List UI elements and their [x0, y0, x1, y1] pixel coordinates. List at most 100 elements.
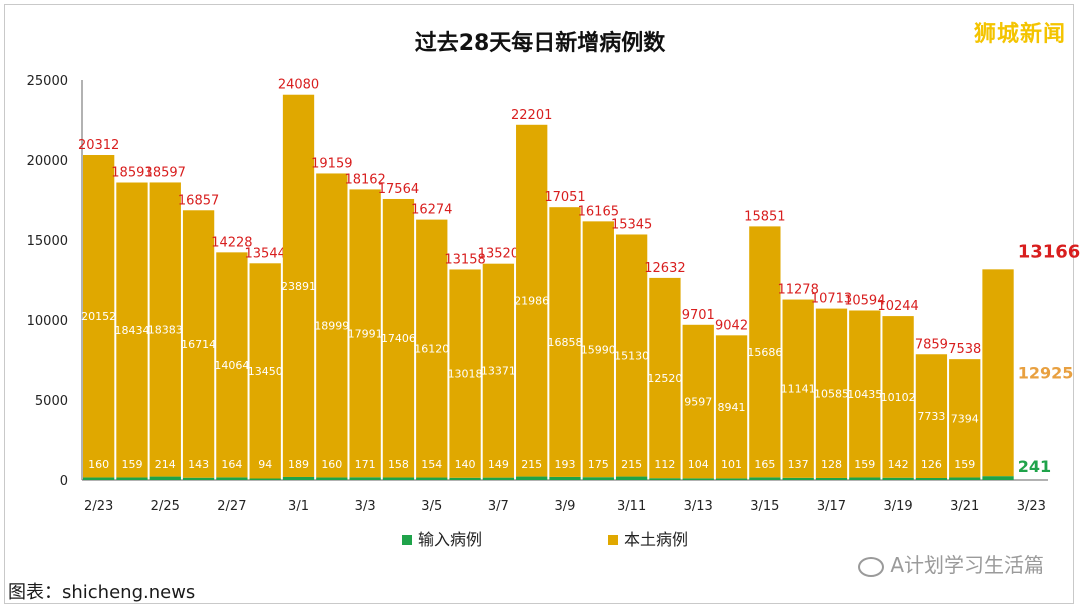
label-local: 23891: [281, 280, 316, 293]
label-local: 13450: [248, 365, 283, 378]
bar-imported: [615, 476, 648, 480]
legend-swatch-local: [608, 535, 618, 545]
bar-local: [382, 198, 415, 478]
bar-imported: [815, 477, 848, 480]
label-local: 21986: [514, 295, 549, 308]
x-tick-label: 2/25: [151, 499, 180, 514]
watermark: A计划学习生活篇: [858, 549, 1044, 578]
label-local: 16714: [181, 338, 216, 351]
bar-local: [449, 269, 481, 478]
bar-imported: [182, 477, 215, 480]
label-imported: 160: [321, 458, 342, 471]
label-local: 9597: [684, 396, 712, 409]
bar-local: [582, 221, 614, 478]
label-total: 22201: [511, 108, 552, 123]
bar-local: [782, 299, 814, 478]
label-imported: 94: [258, 458, 272, 471]
label-total: 20312: [78, 138, 119, 153]
bar-imported: [382, 477, 415, 480]
bar-local: [982, 269, 1014, 477]
bar-imported: [915, 477, 948, 480]
x-tick-label: 3/13: [684, 499, 713, 514]
label-total: 9701: [682, 308, 715, 323]
label-total: 16274: [411, 203, 452, 218]
x-tick-label: 3/11: [617, 499, 646, 514]
bar-local: [516, 124, 548, 477]
label-imported: 101: [721, 458, 742, 471]
label-total: 13166: [1018, 241, 1080, 262]
bar-local: [849, 310, 881, 478]
label-local: 17406: [381, 332, 416, 345]
bar-local: [482, 263, 515, 478]
label-imported: 241: [1018, 457, 1051, 476]
label-local: 13371: [481, 365, 516, 378]
bar-local: [149, 182, 181, 477]
label-imported: 160: [88, 458, 109, 471]
label-local: 18999: [314, 319, 349, 332]
label-total: 16165: [578, 204, 619, 219]
watermark-text: A计划学习生活篇: [890, 553, 1044, 577]
bar-imported: [416, 477, 448, 480]
bar-local: [349, 189, 381, 478]
chart-title: 过去28天每日新增病例数: [415, 30, 667, 56]
label-imported: 159: [854, 458, 875, 471]
label-local: 10102: [881, 391, 916, 404]
label-imported: 143: [188, 458, 209, 471]
x-tick-label: 3/17: [817, 499, 846, 514]
label-total: 13520: [478, 247, 519, 262]
label-imported: 214: [155, 458, 176, 471]
label-total: 14228: [211, 235, 252, 250]
label-total: 11278: [777, 283, 818, 298]
label-total: 16857: [178, 193, 219, 208]
label-local: 12520: [647, 372, 682, 385]
bar-local: [282, 94, 315, 477]
legend-label-imported: 输入病例: [418, 530, 482, 549]
bar-local: [682, 324, 714, 479]
label-local: 12925: [1018, 364, 1074, 383]
label-imported: 149: [488, 458, 509, 471]
bar-imported: [549, 476, 581, 480]
x-tick-label: 3/7: [488, 499, 509, 514]
label-imported: 128: [821, 458, 842, 471]
label-local: 15130: [614, 350, 649, 363]
bar-local: [416, 219, 448, 478]
label-imported: 175: [588, 458, 609, 471]
label-local: 18434: [114, 324, 149, 337]
bar-imported: [582, 477, 614, 480]
label-local: 16120: [414, 343, 449, 356]
bar-imported: [116, 477, 148, 480]
bar-imported: [282, 476, 315, 480]
bar-imported: [83, 477, 115, 480]
bar-imported: [516, 476, 548, 480]
label-total: 12632: [644, 261, 685, 276]
bar-imported: [216, 477, 248, 480]
legend-label-local: 本土病例: [624, 530, 688, 549]
bar-imported: [682, 478, 714, 480]
label-total: 17051: [544, 190, 585, 205]
label-imported: 126: [921, 458, 942, 471]
label-local: 15686: [747, 346, 782, 359]
label-local: 7394: [951, 412, 979, 425]
label-local: 10585: [814, 387, 849, 400]
bar-imported: [882, 477, 914, 480]
label-local: 18383: [148, 324, 183, 337]
bar-local: [549, 207, 581, 477]
bar-local: [116, 182, 148, 478]
label-total: 24080: [278, 78, 319, 93]
label-total: 10713: [811, 292, 852, 307]
y-tick-label: 15000: [27, 234, 68, 249]
chart-frame: [4, 4, 1074, 604]
bar-local: [715, 335, 748, 479]
label-imported: 104: [688, 458, 709, 471]
label-total: 9042: [715, 318, 748, 333]
label-local: 10435: [847, 388, 882, 401]
bar-local: [615, 234, 648, 477]
label-imported: 154: [421, 458, 442, 471]
y-tick-label: 5000: [35, 394, 68, 409]
bar-imported: [749, 477, 781, 480]
label-total: 7859: [915, 337, 948, 352]
legend-swatch-imported: [402, 535, 412, 545]
label-local: 15990: [581, 343, 616, 356]
label-total: 18597: [145, 165, 186, 180]
label-total: 15851: [744, 209, 785, 224]
